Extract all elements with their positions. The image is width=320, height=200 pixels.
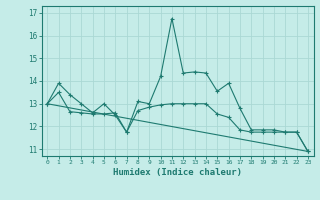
X-axis label: Humidex (Indice chaleur): Humidex (Indice chaleur) [113, 168, 242, 177]
